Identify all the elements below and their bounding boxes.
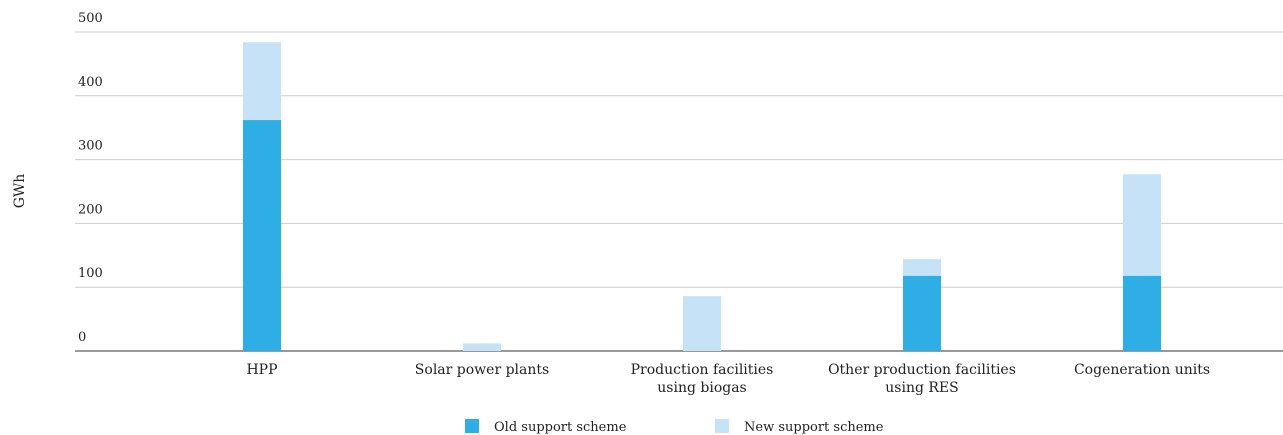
x-tick-label: Other production facilities using RES (828, 362, 1016, 396)
x-tick-label: HPP (246, 362, 277, 378)
x-tick-label: Cogeneration units (1074, 362, 1210, 378)
y-tick-label: 500 (78, 11, 103, 26)
legend-swatch (715, 419, 729, 433)
bar (463, 343, 501, 351)
bar (683, 296, 721, 351)
bar (243, 42, 281, 121)
y-tick-label: 0 (78, 330, 86, 345)
legend-swatch (465, 419, 479, 433)
bar (903, 275, 941, 351)
x-tick-label: Production facilities using biogas (631, 362, 774, 396)
y-tick-label: 300 (78, 139, 103, 154)
y-tick-label: 400 (78, 75, 103, 90)
bar (1123, 174, 1161, 276)
bar (903, 259, 941, 276)
bar (1123, 275, 1161, 351)
bar (243, 120, 281, 351)
y-tick-label: 100 (78, 266, 103, 281)
y-tick-label: 200 (78, 202, 103, 217)
y-axis-label: GWh (12, 174, 28, 209)
x-tick-label: Solar power plants (415, 362, 549, 378)
legend-label: Old support scheme (494, 420, 627, 435)
legend-label: New support scheme (744, 420, 884, 435)
